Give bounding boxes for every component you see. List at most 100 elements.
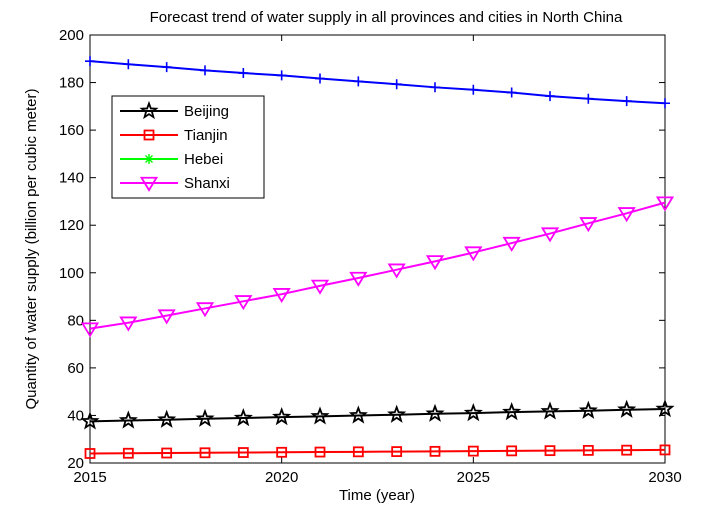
data-point: [464, 246, 483, 262]
data-point: [139, 100, 159, 120]
legend: Beijing Tianjin Hebei Shanxi: [111, 95, 265, 199]
series-shanxi: [80, 196, 675, 338]
data-point: [122, 447, 134, 459]
data-point: [352, 446, 364, 458]
data-point: [621, 96, 632, 107]
series-tianjin: [84, 444, 671, 459]
data-point: [540, 227, 560, 243]
data-point: [502, 402, 522, 421]
legend-label: Tianjin: [184, 127, 228, 144]
data-point: [276, 70, 287, 81]
y-tick-label: 60: [67, 360, 84, 377]
data-point: [119, 316, 138, 332]
data-point: [195, 408, 215, 427]
y-tick-label: 140: [59, 170, 84, 187]
x-tick-label: 2020: [265, 469, 298, 486]
data-point: [348, 405, 368, 424]
data-point: [621, 444, 633, 456]
legend-item-beijing: Beijing: [120, 100, 229, 120]
data-point: [353, 76, 364, 87]
data-point: [310, 406, 330, 425]
data-point: [234, 295, 253, 311]
y-tick-label: 200: [59, 27, 84, 44]
data-point: [139, 176, 159, 192]
data-point: [310, 279, 330, 295]
data-point: [315, 73, 325, 84]
data-point: [578, 400, 598, 419]
series-line: [89, 60, 666, 105]
legend-item-hebei: Hebei: [120, 151, 223, 168]
data-point: [579, 217, 598, 233]
data-point: [463, 402, 483, 422]
data-point: [540, 401, 560, 420]
data-point: [161, 62, 172, 73]
chart-title: Forecast trend of water supply in all pr…: [150, 9, 623, 26]
legend-item-shanxi: Shanxi: [120, 175, 230, 192]
data-point: [200, 65, 210, 76]
data-point: [655, 398, 675, 418]
x-tick-label: 2025: [457, 469, 490, 486]
data-point: [391, 79, 402, 90]
data-point: [429, 445, 441, 457]
data-point: [545, 91, 555, 102]
data-point: [85, 56, 95, 67]
data-point: [199, 447, 211, 459]
legend-label: Beijing: [184, 103, 229, 120]
y-axis-title: Quantity of water supply (billion per cu…: [23, 89, 40, 410]
data-point: [660, 98, 670, 109]
series-beijing: [80, 398, 675, 430]
data-point: [387, 404, 407, 423]
data-point: [80, 411, 100, 430]
legend-box: [111, 95, 265, 199]
data-point: [237, 447, 249, 458]
data-point: [468, 84, 479, 95]
data-point: [314, 446, 326, 458]
data-point: [617, 207, 636, 223]
data-point: [118, 410, 138, 429]
series-layer: [80, 56, 675, 459]
y-tick-label: 100: [59, 265, 84, 282]
data-point: [506, 445, 518, 457]
y-tick-label: 20: [67, 455, 84, 472]
data-point: [425, 255, 445, 271]
x-axis-title: Time (year): [339, 487, 415, 504]
data-point: [467, 445, 479, 457]
data-point: [659, 444, 671, 456]
y-tick-label: 40: [67, 407, 84, 424]
data-point: [502, 236, 521, 252]
data-point: [425, 403, 445, 422]
data-point: [430, 82, 440, 93]
data-point: [80, 322, 100, 338]
data-point: [84, 448, 96, 459]
data-point: [144, 154, 154, 164]
y-tick-label: 120: [59, 217, 84, 234]
data-point: [195, 302, 215, 318]
y-tick-label: 80: [67, 312, 84, 329]
data-point: [157, 409, 177, 428]
data-point: [391, 446, 403, 457]
series-line: [89, 408, 666, 423]
data-point: [272, 407, 292, 426]
series-line: [89, 201, 666, 330]
series-line: [89, 448, 666, 455]
data-point: [544, 445, 556, 457]
data-point: [238, 68, 249, 79]
data-point: [617, 399, 637, 418]
series-unlabeled-blue: [85, 56, 670, 109]
legend-label: Shanxi: [184, 175, 230, 192]
y-tick-label: 160: [59, 122, 84, 139]
data-point: [143, 129, 155, 141]
data-point: [276, 446, 288, 458]
data-point: [583, 93, 594, 104]
data-point: [123, 59, 134, 70]
data-point: [506, 87, 517, 98]
data-point: [387, 263, 406, 279]
data-point: [233, 407, 253, 427]
x-tick-label: 2030: [648, 469, 681, 486]
y-tick-label: 180: [59, 75, 84, 92]
legend-label: Hebei: [184, 151, 223, 168]
legend-item-tianjin: Tianjin: [120, 127, 228, 144]
data-point: [272, 288, 291, 304]
data-point: [655, 196, 675, 212]
data-point: [582, 444, 594, 456]
